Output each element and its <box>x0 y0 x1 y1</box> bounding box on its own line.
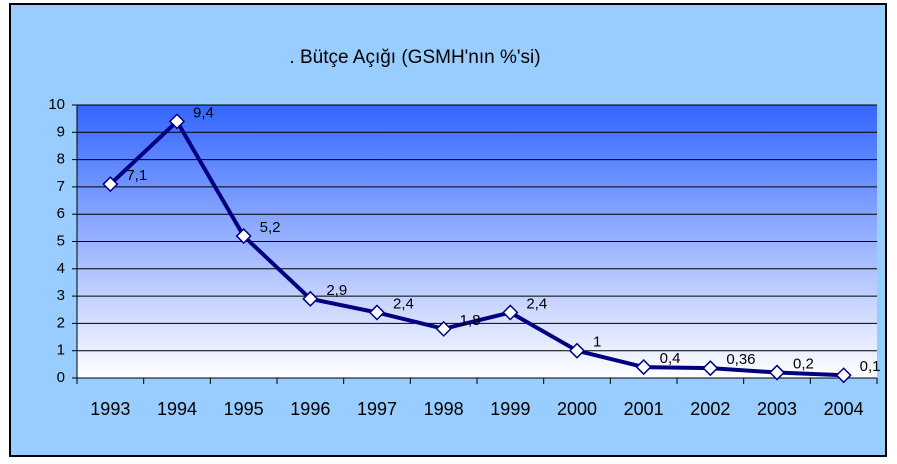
x-tick-label: 1995 <box>224 399 264 419</box>
data-label: 7,1 <box>126 167 147 184</box>
x-tick-label: 1994 <box>157 399 197 419</box>
x-tick-label: 2003 <box>757 399 797 419</box>
line <box>108 119 844 378</box>
y-tick-label: 0 <box>57 369 65 386</box>
y-tick-label: 5 <box>57 232 65 249</box>
x-tick-label: 2000 <box>557 399 597 419</box>
x-tick-label: 1998 <box>424 399 464 419</box>
marker <box>435 320 452 337</box>
x-tick-label: 2002 <box>690 399 730 419</box>
data-label: 0,2 <box>793 356 814 373</box>
marker <box>635 359 652 376</box>
data-label: 0,36 <box>726 351 755 368</box>
marker <box>235 227 252 245</box>
x-tick-label: 1999 <box>490 399 530 419</box>
data-label: 0,4 <box>660 350 681 367</box>
data-label: 2,9 <box>326 282 347 299</box>
x-tick-label: 1993 <box>90 399 130 419</box>
y-tick-label: 2 <box>57 314 65 331</box>
marker <box>168 113 186 130</box>
y-tick-label: 4 <box>57 260 65 277</box>
marker <box>835 367 852 384</box>
data-label: 2,4 <box>393 295 414 312</box>
y-tick-label: 10 <box>48 96 65 113</box>
marker <box>768 364 786 381</box>
data-label: 5,2 <box>260 219 281 236</box>
data-label: 9,4 <box>193 104 214 121</box>
data-label: 0,1 <box>860 358 881 375</box>
x-tick-label: 1996 <box>290 399 330 419</box>
data-label: 2,4 <box>526 295 547 312</box>
marker <box>502 304 519 321</box>
y-tick-label: 8 <box>57 151 65 168</box>
marker <box>368 304 386 321</box>
marker <box>302 290 319 307</box>
data-label: 1 <box>593 334 601 351</box>
y-tick-label: 1 <box>57 342 65 359</box>
y-tick-label: 6 <box>57 205 65 222</box>
y-tick-label: 7 <box>57 178 65 195</box>
x-tick-label: 1997 <box>357 399 397 419</box>
marker <box>568 342 586 359</box>
x-tick-label: 2001 <box>624 399 664 419</box>
chart-title: . Bütçe Açığı (GSMH'nın %'si) <box>289 47 540 68</box>
y-tick-label: 9 <box>57 123 65 140</box>
y-tick-label: 3 <box>57 287 65 304</box>
marker <box>102 176 119 193</box>
x-tick-label: 2004 <box>824 399 864 419</box>
data-label: 1,8 <box>460 312 481 329</box>
marker <box>702 360 719 377</box>
